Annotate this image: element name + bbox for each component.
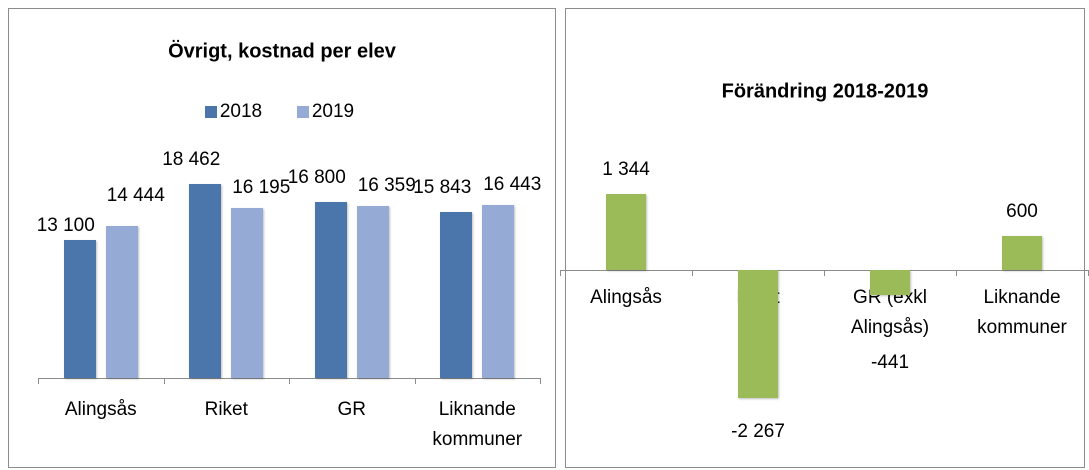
x-tick [540, 378, 541, 384]
bar [314, 201, 347, 378]
data-label: 16 800 [287, 166, 346, 188]
legend-swatch [297, 106, 309, 118]
bar [482, 205, 515, 378]
x-tick [560, 269, 561, 276]
x-tick [163, 378, 165, 384]
x-tick [289, 378, 290, 384]
data-label: 16 359 [357, 175, 416, 197]
data-label: 16 195 [232, 176, 291, 198]
legend-label: 2018 [219, 101, 263, 122]
legend-swatch [205, 106, 217, 118]
right-panel [565, 8, 1085, 468]
bar [738, 269, 778, 398]
x-tick [824, 269, 825, 276]
bar [231, 207, 264, 378]
data-label: 1 344 [602, 158, 650, 180]
bar [1002, 235, 1042, 270]
bar [105, 226, 138, 378]
x-tick-label: Liknande kommuner [432, 399, 523, 450]
chart-title: Övrigt, kostnad per elev [168, 40, 396, 63]
data-label: -2 267 [731, 420, 785, 442]
bar [440, 211, 473, 378]
bar [356, 206, 389, 378]
x-tick [692, 269, 693, 276]
bar [606, 193, 646, 270]
bar [189, 184, 222, 378]
x-tick-label: Alingsås [590, 287, 662, 308]
x-tick [956, 269, 957, 276]
x-tick-label: Alingsås [64, 399, 137, 420]
left-panel [8, 8, 556, 468]
data-label: 18 462 [162, 149, 221, 171]
x-tick-label: Riket [204, 399, 248, 420]
x-tick [414, 378, 416, 384]
chart-title: Förändring 2018-2019 [721, 80, 929, 103]
x-tick-label: GR [337, 399, 367, 420]
bar [870, 269, 910, 295]
x-tick [38, 378, 39, 384]
x-tick-label: Liknande kommuner [977, 287, 1067, 338]
data-label: 15 843 [413, 176, 472, 198]
data-label: 600 [1006, 200, 1038, 222]
data-label: 16 443 [483, 174, 542, 196]
legend-label: 2019 [311, 101, 355, 122]
bar [63, 240, 96, 378]
data-label: 14 444 [106, 185, 165, 207]
data-label: -441 [870, 352, 910, 373]
data-label: 13 100 [36, 215, 95, 237]
